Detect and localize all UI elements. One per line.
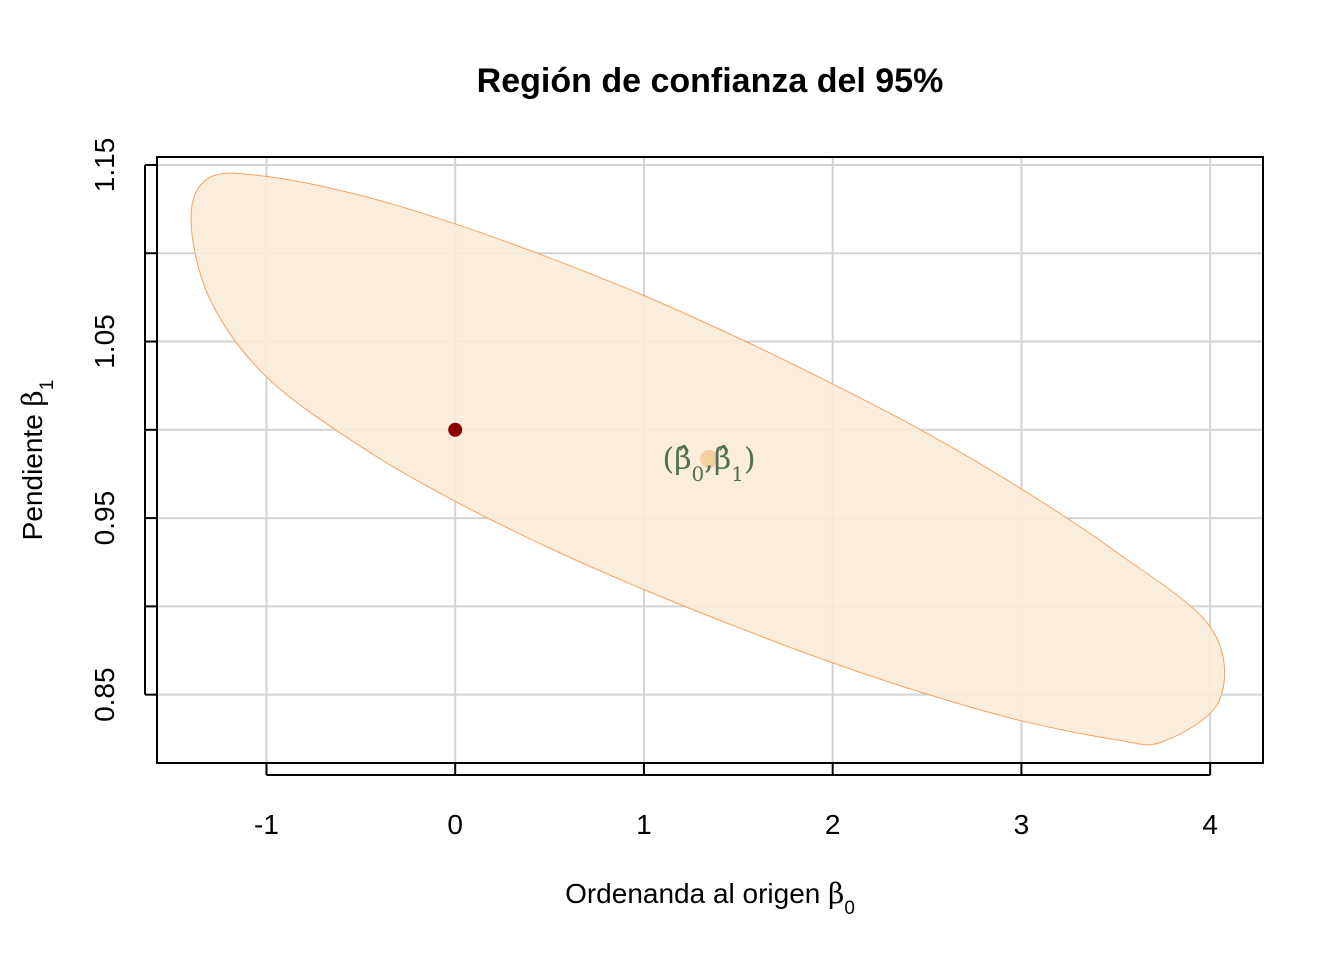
point-reference — [448, 422, 463, 437]
x-axis-label-symbol: β — [828, 877, 844, 910]
x-tick-label: 3 — [1014, 809, 1030, 840]
x-axis-label-subscript: 0 — [844, 898, 855, 919]
y-axis-label: Pendiente β1 — [16, 380, 58, 541]
point-estimate — [700, 449, 719, 468]
y-axis-label-subscript: 1 — [37, 380, 58, 391]
y-tick-label: 1.15 — [89, 138, 120, 193]
annotation-beta1-sub: 1 — [731, 462, 744, 486]
annotation-open: ( — [662, 442, 674, 477]
y-axis: 0.85 0.95 1.05 1.15 — [89, 138, 157, 722]
x-tick-label: 1 — [636, 809, 652, 840]
annotation-beta0: β̂ — [674, 442, 691, 477]
points — [448, 422, 719, 468]
x-tick-label: 0 — [447, 809, 463, 840]
y-tick-label: 1.05 — [89, 314, 120, 369]
annotation-beta0-sub: 0 — [692, 462, 705, 486]
x-tick-label: 2 — [825, 809, 841, 840]
x-axis: -1 0 1 2 3 4 — [254, 763, 1218, 840]
estimate-annotation: (β̂0,β̂1) — [662, 442, 755, 486]
x-axis-label: Ordenanda al origen β0 — [565, 877, 855, 919]
annotation-beta1: β̂ — [714, 442, 731, 477]
x-tick-label: -1 — [254, 809, 279, 840]
plot-frame — [156, 156, 1264, 764]
y-axis-label-symbol: β — [16, 390, 49, 406]
y-tick-label: 0.95 — [89, 491, 120, 546]
chart-title: Región de confianza del 95% — [477, 62, 944, 100]
annotation-close: ) — [744, 442, 756, 477]
y-tick-label: 0.85 — [89, 667, 120, 722]
annotation-comma: , — [704, 442, 714, 477]
x-tick-label: 4 — [1202, 809, 1218, 840]
y-axis-label-text: Pendiente — [17, 406, 48, 540]
x-axis-label-text: Ordenanda al origen — [565, 878, 828, 909]
